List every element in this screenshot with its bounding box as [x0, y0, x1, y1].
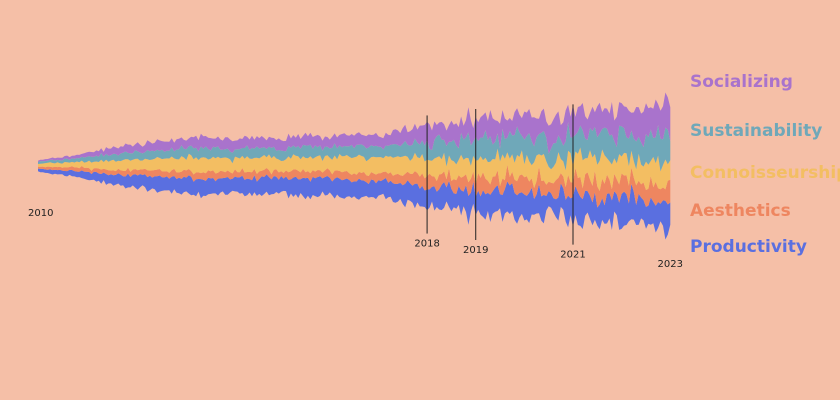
- year-label-2021: 2021: [560, 250, 585, 261]
- year-label-2018: 2018: [414, 239, 439, 250]
- series-label-productivity: Productivity: [690, 237, 807, 257]
- series-label-connoisseurship: Connoisseurship: [690, 163, 840, 183]
- year-label-2023: 2023: [658, 259, 683, 270]
- stream-aesthetics: [38, 164, 671, 208]
- year-label-2010: 2010: [28, 208, 53, 219]
- series-label-socializing: Socializing: [690, 72, 793, 92]
- stream-productivity: [38, 168, 671, 240]
- series-label-aesthetics: Aesthetics: [690, 201, 791, 221]
- stream-layers: [38, 92, 671, 240]
- year-markers: 2010 2018 2019 2021 2023: [28, 104, 683, 270]
- series-label-sustainability: Sustainability: [690, 121, 822, 141]
- year-label-2019: 2019: [463, 245, 488, 256]
- stream-socializing: [38, 92, 671, 162]
- series-labels: Productivity Aesthetics Connoisseurship Sus…: [690, 72, 840, 257]
- stream-connoisseurship: [38, 147, 671, 191]
- stream-sustainability: [38, 122, 671, 172]
